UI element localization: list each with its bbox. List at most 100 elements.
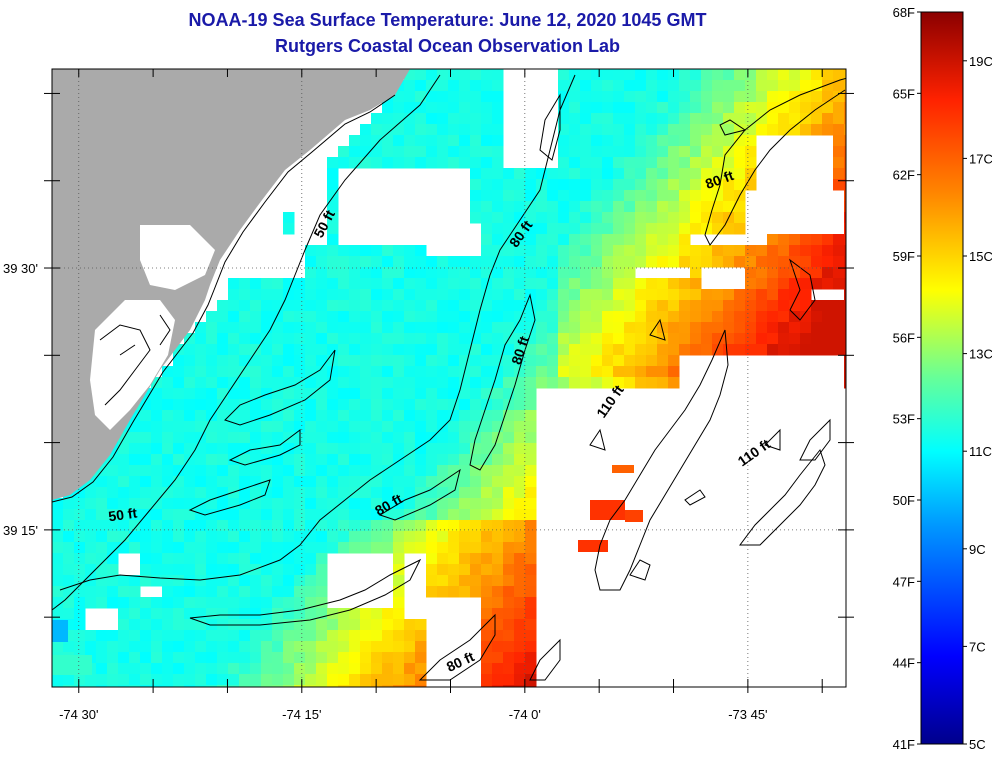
sst-cell — [822, 91, 834, 103]
sst-cell — [151, 498, 163, 510]
back-bay — [90, 300, 175, 430]
sst-cell — [393, 520, 405, 532]
sst-cell — [580, 80, 592, 92]
sst-cell — [580, 289, 592, 301]
sst-cell — [547, 355, 559, 367]
contour-label: 50 ft — [107, 504, 138, 524]
colorbar: 68F65F62F59F56F53F50F47F44F41F19C17C15C1… — [893, 5, 992, 752]
sst-cell — [745, 124, 757, 136]
sst-cell — [382, 663, 394, 675]
sst-cell — [261, 531, 273, 543]
sst-cell — [404, 377, 416, 389]
sst-cell — [272, 344, 284, 356]
sst-cell — [173, 443, 185, 455]
sst-cell — [228, 421, 240, 433]
sst-cell — [371, 344, 383, 356]
sst-cell — [459, 432, 471, 444]
sst-cell — [272, 542, 284, 554]
sst-cell — [173, 344, 185, 356]
sst-cell — [283, 498, 295, 510]
sst-cell — [228, 553, 240, 565]
sst-cell — [591, 377, 603, 389]
sst-cell — [613, 212, 625, 224]
sst-cell — [217, 520, 229, 532]
sst-cell — [734, 201, 746, 213]
sst-cell — [393, 146, 405, 158]
sst-cell — [261, 586, 273, 598]
sst-cell — [107, 498, 119, 510]
sst-cell — [492, 564, 504, 576]
sst-cell — [327, 542, 339, 554]
sst-cell — [327, 399, 339, 411]
sst-cell — [404, 630, 416, 642]
sst-cell — [371, 443, 383, 455]
sst-cell — [52, 620, 68, 642]
sst-cell — [283, 542, 295, 554]
sst-cell — [294, 575, 306, 587]
sst-cell — [283, 300, 295, 312]
sst-cell — [668, 311, 680, 323]
sst-cell — [360, 531, 372, 543]
sst-cell — [591, 256, 603, 268]
sst-cell — [283, 619, 295, 631]
sst-cell — [613, 69, 625, 81]
sst-cell — [503, 630, 515, 642]
sst-cell — [668, 355, 680, 367]
sst-cell — [437, 355, 449, 367]
sst-cell — [536, 278, 548, 290]
sst-cell — [393, 553, 405, 565]
sst-cell — [404, 245, 416, 257]
sst-cell — [426, 267, 438, 279]
sst-cell — [591, 135, 603, 147]
sst-cell — [349, 498, 361, 510]
sst-cell — [613, 311, 625, 323]
sst-cell — [712, 113, 724, 125]
sst-cell — [393, 289, 405, 301]
sst-cell — [591, 267, 603, 279]
sst-cell — [591, 344, 603, 356]
sst-cell — [404, 542, 416, 554]
sst-cell — [184, 608, 196, 620]
sst-cell — [382, 344, 394, 356]
sst-cell — [426, 289, 438, 301]
sst-cell — [426, 465, 438, 477]
sst-cell — [448, 542, 460, 554]
sst-cell — [415, 157, 427, 169]
sst-cell — [690, 146, 702, 158]
sst-cell — [547, 311, 559, 323]
sst-cell — [360, 355, 372, 367]
sst-cell — [767, 245, 779, 257]
sst-cell — [657, 256, 669, 268]
sst-cell — [360, 498, 372, 510]
sst-cell — [107, 663, 119, 675]
sst-cell — [338, 630, 350, 642]
sst-cell — [316, 652, 328, 664]
sst-cell — [679, 69, 691, 81]
sst-cell — [327, 421, 339, 433]
sst-cell — [679, 157, 691, 169]
sst-cell — [800, 245, 812, 257]
sst-cell — [404, 476, 416, 488]
sst-cell — [250, 685, 262, 687]
sst-cell — [646, 201, 658, 213]
sst-cell — [404, 410, 416, 422]
sst-cell — [811, 267, 823, 279]
sst-cell — [646, 157, 658, 169]
sst-cell — [228, 487, 240, 499]
sst-cell — [578, 540, 608, 552]
sst-cell — [129, 608, 141, 620]
sst-cell — [140, 432, 152, 444]
sst-cell — [503, 278, 515, 290]
sst-cell — [371, 630, 383, 642]
sst-cell — [492, 509, 504, 521]
sst-cell — [228, 322, 240, 334]
sst-cell — [459, 124, 471, 136]
sst-cell — [327, 432, 339, 444]
sst-cell — [239, 344, 251, 356]
sst-cell — [492, 289, 504, 301]
sst-cell — [338, 520, 350, 532]
sst-cell — [492, 223, 504, 235]
sst-cell — [646, 355, 658, 367]
sst-cell — [569, 234, 581, 246]
